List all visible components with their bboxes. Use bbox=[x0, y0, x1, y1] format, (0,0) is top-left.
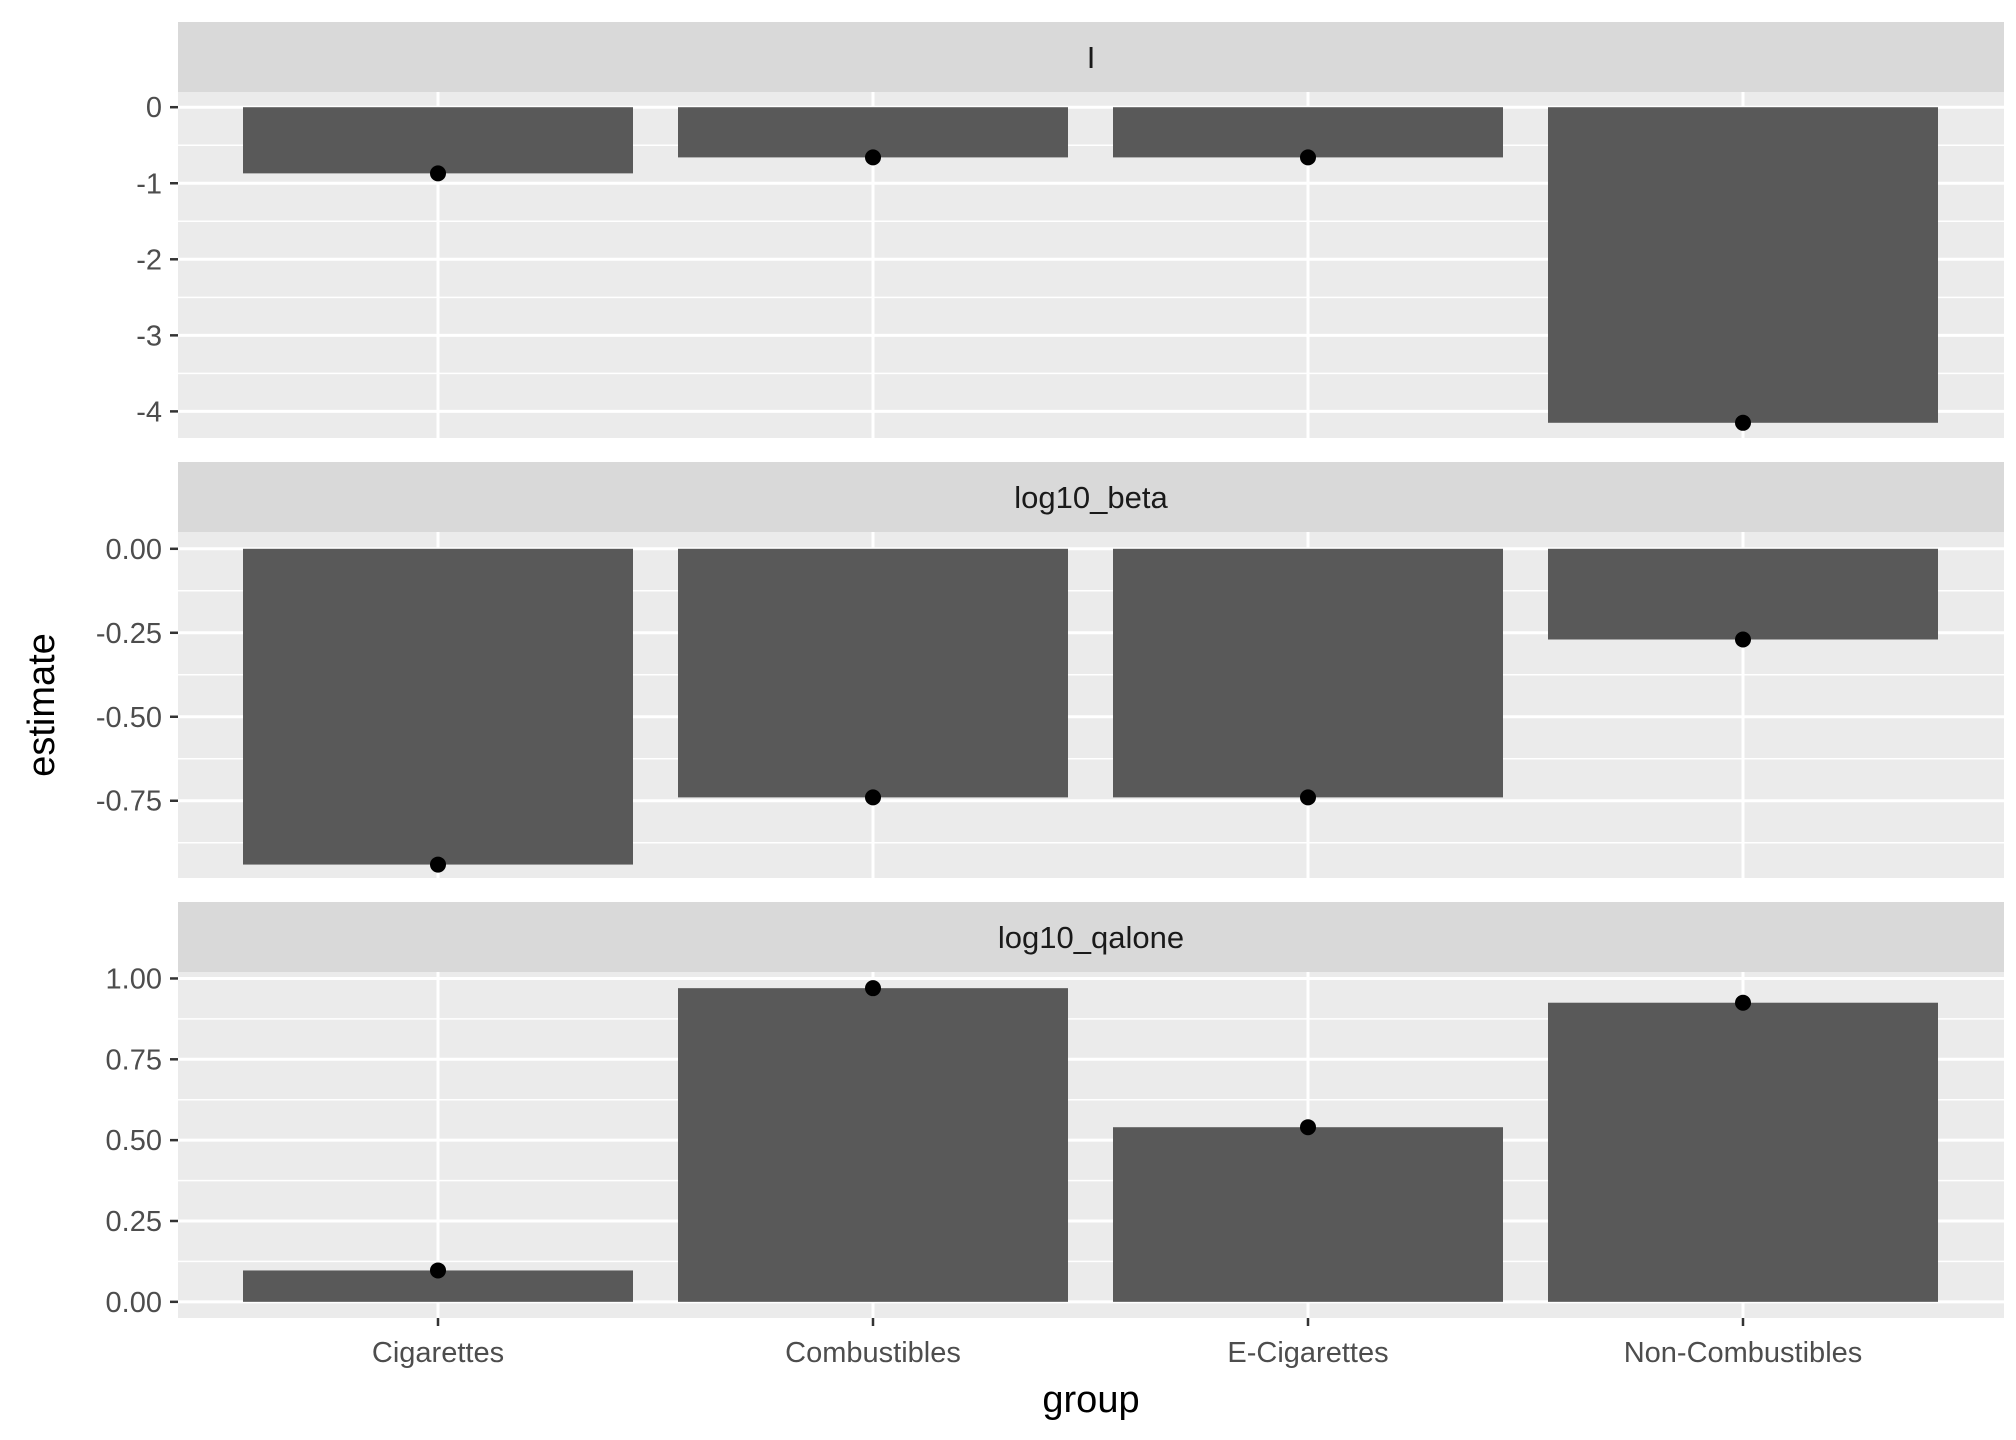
facet-strip bbox=[178, 462, 2004, 532]
bar-cigarettes bbox=[243, 107, 633, 174]
bar-combustibles bbox=[678, 988, 1068, 1302]
bar-non-combustibles bbox=[1548, 107, 1938, 423]
point-combustibles bbox=[865, 980, 881, 997]
bar-combustibles bbox=[678, 107, 1068, 158]
point-combustibles bbox=[865, 149, 881, 166]
facet-panels: I0-1-2-3-4log10_beta0.00-0.25-0.50-0.75l… bbox=[96, 22, 2004, 1319]
y-tick-label: -0.50 bbox=[96, 702, 162, 734]
y-tick-label: 0.25 bbox=[106, 1206, 162, 1238]
point-non-combustibles bbox=[1735, 994, 1751, 1011]
x-tick-label: E-Cigarettes bbox=[1227, 1337, 1388, 1369]
bar-e-cigarettes bbox=[1113, 548, 1503, 798]
facet-strip-label: log10_beta bbox=[1014, 480, 1168, 515]
y-tick-label: 0.75 bbox=[106, 1044, 162, 1076]
facet-strip-label: log10_qalone bbox=[998, 920, 1184, 955]
bar-e-cigarettes bbox=[1113, 107, 1503, 158]
bar-e-cigarettes bbox=[1113, 1127, 1503, 1302]
point-cigarettes bbox=[430, 856, 446, 873]
y-tick-label: 0.50 bbox=[106, 1125, 162, 1157]
y-tick-label: 0.00 bbox=[106, 1287, 162, 1319]
x-axis-title: group bbox=[1042, 1379, 1139, 1421]
point-e-cigarettes bbox=[1300, 789, 1316, 806]
y-tick-label: -4 bbox=[136, 396, 162, 428]
y-tick-label: 1.00 bbox=[106, 963, 162, 995]
facet-strip bbox=[178, 902, 2004, 972]
facet-strip bbox=[178, 22, 2004, 92]
facet-panel: log10_qalone 0.00 0.25 0.50 0.75 1.00 bbox=[106, 902, 2004, 1319]
facet-panel: I 0 -1 -2 -3 -4 bbox=[136, 22, 2004, 438]
point-e-cigarettes bbox=[1300, 149, 1316, 166]
point-non-combustibles bbox=[1735, 631, 1751, 648]
facet-panel: log10_beta 0.00 -0.25 -0.50 -0.75 bbox=[96, 462, 2004, 878]
point-non-combustibles bbox=[1735, 414, 1751, 431]
y-axis-title: estimate bbox=[21, 633, 63, 777]
point-e-cigarettes bbox=[1300, 1119, 1316, 1136]
bar-combustibles bbox=[678, 548, 1068, 798]
x-axis: Cigarettes Combustibles E-Cigarettes Non-Co… bbox=[372, 1318, 1862, 1369]
x-tick-label: Cigarettes bbox=[372, 1337, 504, 1369]
y-tick-label: 0.00 bbox=[106, 534, 162, 566]
y-tick-label: -0.75 bbox=[96, 786, 162, 818]
y-tick-label: 0 bbox=[146, 92, 162, 124]
y-tick-label: -3 bbox=[136, 320, 162, 352]
point-cigarettes bbox=[430, 1262, 446, 1279]
y-tick-label: -0.25 bbox=[96, 618, 162, 650]
bar-non-combustibles bbox=[1548, 548, 1938, 640]
x-tick-label: Non-Combustibles bbox=[1624, 1337, 1863, 1369]
bar-cigarettes bbox=[243, 548, 633, 865]
point-combustibles bbox=[865, 789, 881, 806]
y-tick-label: -2 bbox=[136, 244, 162, 276]
bar-non-combustibles bbox=[1548, 1002, 1938, 1302]
facet-strip-label: I bbox=[1087, 40, 1096, 75]
point-cigarettes bbox=[430, 165, 446, 182]
x-tick-label: Combustibles bbox=[785, 1337, 961, 1369]
y-tick-label: -1 bbox=[136, 168, 162, 200]
